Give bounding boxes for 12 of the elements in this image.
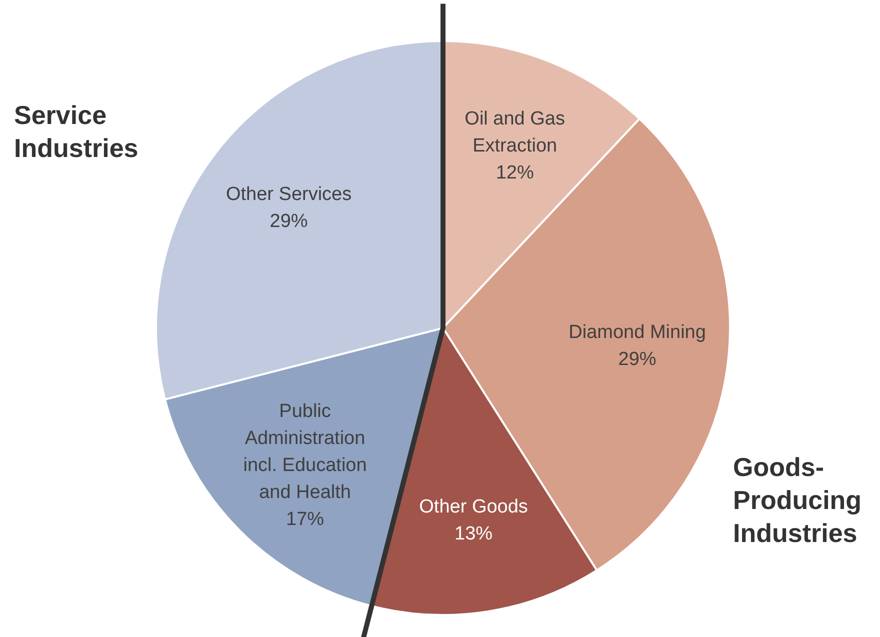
slice-label: Oil and Gas Extraction [464, 108, 566, 157]
slice-label: Other Goods [419, 496, 528, 518]
data-label: 29% [618, 348, 656, 370]
data-label: 17% [286, 509, 324, 530]
data-label: 29% [270, 210, 308, 232]
data-label: 12% [496, 162, 534, 184]
text: Goods-Producing Industries [733, 452, 862, 548]
slice-label: Diamond Mining [568, 322, 706, 343]
text: Service Industries [14, 100, 138, 163]
slice-label: Public Administration incl. Education and Health [243, 401, 367, 504]
data-label: 13% [454, 523, 493, 544]
slice-label: Other Services [226, 184, 352, 205]
